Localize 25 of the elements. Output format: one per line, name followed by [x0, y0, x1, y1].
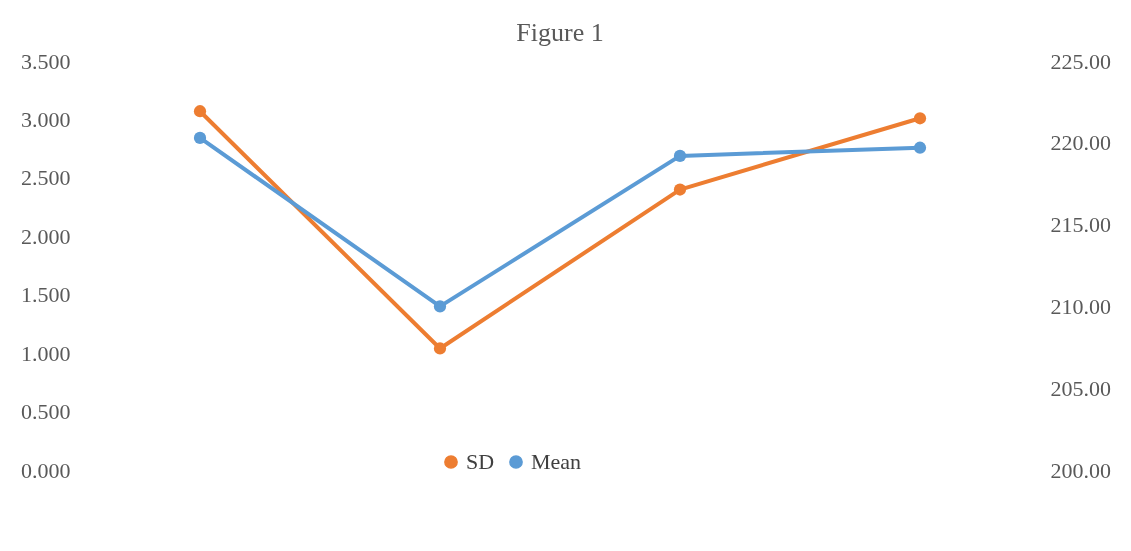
y2-tick-label: 225.00	[1050, 48, 1111, 74]
y-tick-label: 3.000	[21, 106, 71, 132]
point	[433, 300, 447, 313]
point	[433, 342, 447, 355]
y2-tick-label: 215.00	[1050, 212, 1111, 238]
chart-title: Figure 1	[516, 18, 604, 47]
point	[673, 183, 687, 196]
point	[913, 112, 927, 125]
legend-label: SD	[466, 449, 495, 474]
point	[193, 105, 207, 118]
y-tick-label: 3.500	[21, 48, 71, 74]
point	[193, 131, 207, 144]
y2-tick-label: 220.00	[1050, 130, 1111, 156]
y2-tick-label: 200.00	[1050, 457, 1111, 483]
y-tick-label: 0.500	[21, 399, 71, 425]
y-tick-label: 0.000	[21, 457, 71, 483]
y-tick-label: 1.000	[21, 340, 71, 366]
y2-tick-label: 210.00	[1050, 293, 1111, 319]
y-tick-label: 1.500	[21, 282, 71, 308]
y-tick-label: 2.500	[21, 165, 71, 191]
y-tick-label: 2.000	[21, 223, 71, 249]
y2-tick-label: 205.00	[1050, 375, 1111, 401]
point	[913, 141, 927, 154]
point	[673, 149, 687, 162]
legend-label: Mean	[531, 449, 582, 474]
